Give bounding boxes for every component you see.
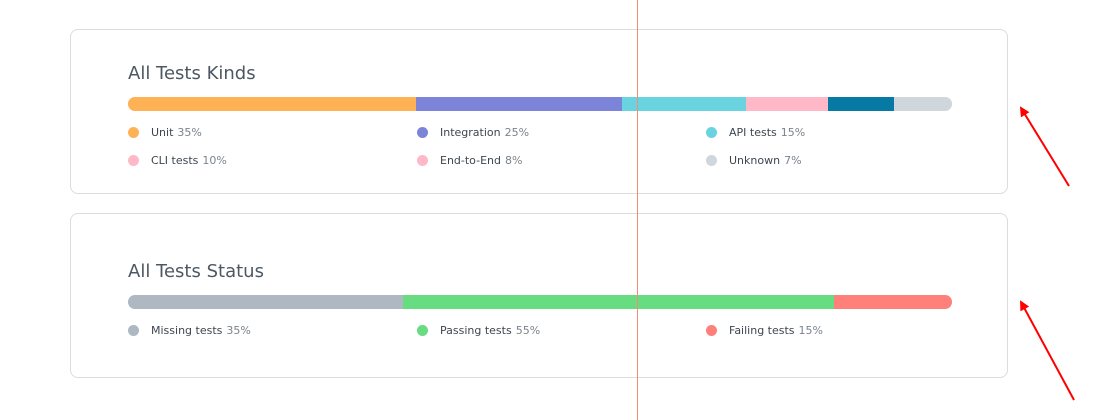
status-legend-item: Missing tests 35% [128,321,251,339]
kinds-segment-unit [128,97,417,111]
legend-label: Integration [440,125,501,139]
legend-percent: 7% [784,153,802,167]
legend-dot-icon [706,126,717,138]
legend-percent: 35% [226,323,251,337]
kinds-segment-integration [416,97,623,111]
legend-dot-icon [706,324,717,336]
legend-dot-icon [706,154,717,166]
legend-dot-icon [417,126,428,138]
legend-label: Passing tests [440,323,512,337]
legend-percent: 55% [515,323,541,337]
test-status-title: All Tests Status [128,261,264,282]
legend-dot-icon [128,126,139,138]
legend-percent: 15% [798,323,823,337]
test-kinds-card: All Tests Kinds Unit 35% Integration 25% API… [70,29,1008,194]
legend-label: Missing tests [151,323,223,337]
test-kinds-stacked-bar [128,97,952,111]
legend-label: Failing tests [729,323,795,337]
kinds-segment-api-tests [622,97,746,111]
status-segment-failing-tests [834,295,952,309]
legend-percent: 10% [202,153,227,167]
legend-label: Unit [151,125,174,139]
status-segment-missing-tests [128,295,403,309]
kinds-legend-item: End-to-End 8% [417,151,522,169]
kinds-legend-item: Unknown 7% [706,151,802,169]
legend-percent: 8% [505,153,523,167]
kinds-legend-item: CLI tests 10% [128,151,227,169]
kinds-legend-item: Integration 25% [417,123,529,141]
kinds-legend-item: API tests 15% [706,123,805,141]
legend-percent: 35% [177,125,202,139]
vertical-guide-line [637,0,638,420]
status-legend-item: Passing tests 55% [417,321,540,339]
status-legend-item: Failing tests 15% [706,321,823,339]
legend-label: Unknown [729,153,781,167]
legend-label: CLI tests [151,153,199,167]
kinds-segment-end-to-end [828,97,895,111]
legend-dot-icon [128,154,139,166]
arrow-to-status-card [1020,300,1075,401]
test-kinds-title: All Tests Kinds [128,63,256,84]
kinds-legend-item: Unit 35% [128,123,202,141]
legend-label: End-to-End [440,153,501,167]
legend-percent: 15% [780,125,806,139]
arrow-to-kinds-card [1019,106,1070,187]
kinds-segment-cli-tests [745,97,829,111]
test-status-card: All Tests Status Missing tests 35% Passing… [70,213,1008,378]
legend-dot-icon [128,324,139,336]
legend-percent: 25% [504,125,530,139]
legend-dot-icon [417,154,428,166]
kinds-segment-unknown [894,97,952,111]
status-segment-passing-tests [402,295,835,309]
legend-label: API tests [729,125,777,139]
test-status-stacked-bar [128,295,952,309]
legend-dot-icon [417,324,428,336]
